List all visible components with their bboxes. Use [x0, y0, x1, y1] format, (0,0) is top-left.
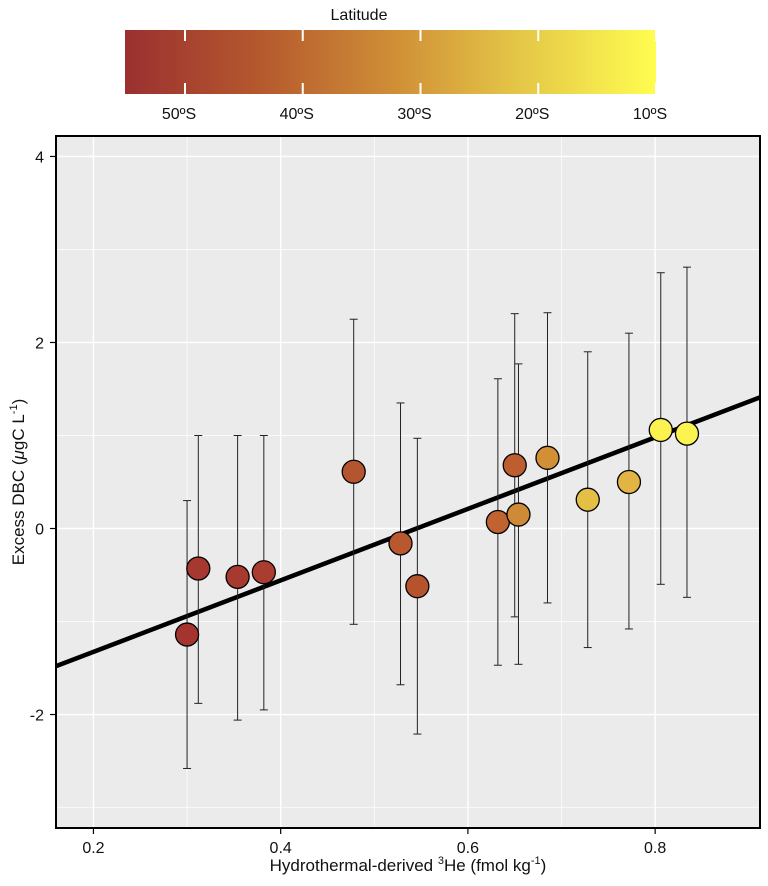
data-point	[502, 453, 527, 478]
data-point	[186, 556, 211, 581]
colorbar-label: 30ºS	[397, 106, 431, 123]
colorbar-title: Latitude	[331, 7, 388, 24]
data-point	[648, 417, 673, 443]
y-tick-label: -2	[30, 708, 44, 725]
data-point	[388, 531, 413, 556]
x-axis-label-rest: He (fmol kg	[444, 856, 531, 875]
colorbar-gradient	[125, 30, 656, 94]
data-point	[535, 445, 560, 470]
colorbar-label: 50ºS	[162, 106, 196, 123]
colorbar-label: 40ºS	[280, 106, 314, 123]
colorbar-label: 20ºS	[515, 106, 549, 123]
x-tick-label: 0.2	[82, 840, 104, 857]
data-point	[616, 469, 642, 495]
x-tick-label: 0.8	[644, 840, 666, 857]
plot-background	[56, 136, 760, 828]
data-point	[485, 509, 511, 535]
x-tick-label: 0.6	[457, 840, 479, 857]
x-axis-label-main: Hydrothermal-derived	[270, 856, 438, 875]
data-point	[674, 421, 700, 446]
x-axis-label-sup2: -1	[531, 855, 541, 867]
y-tick-label: 2	[35, 335, 44, 352]
colorbar-label: 10ºS	[633, 106, 667, 123]
grid	[56, 136, 760, 828]
colorbar: Latitude 50ºS 40ºS 30ºS 20ºS 10ºS	[125, 7, 667, 123]
data-point	[251, 560, 276, 585]
y-axis-label-main: Excess DBC (	[9, 459, 28, 565]
y-axis-label-mu: μ	[9, 449, 28, 460]
data-point	[506, 502, 531, 527]
data-point	[225, 564, 250, 590]
y-tick-label: 4	[35, 149, 44, 166]
regression-line	[56, 395, 760, 669]
y-tick-label: 0	[35, 522, 44, 539]
x-axis-label-sup: 3	[438, 855, 444, 867]
y-axis-label-end: )	[9, 399, 28, 405]
y-axis-label: Excess DBC (μgC L-1)	[8, 399, 28, 566]
data-series	[56, 266, 760, 769]
data-point	[575, 487, 600, 512]
data-point	[341, 459, 366, 484]
x-axis: 0.2 0.4 0.6 0.8	[82, 828, 666, 857]
y-axis-label-sup: -1	[8, 404, 20, 414]
x-axis-label: Hydrothermal-derived 3He (fmol kg-1)	[270, 855, 547, 875]
colorbar-labels: 50ºS 40ºS 30ºS 20ºS 10ºS	[162, 106, 667, 123]
x-tick-label: 0.4	[270, 840, 292, 857]
y-axis: -2 0 2 4	[30, 149, 56, 725]
data-point	[405, 574, 430, 599]
x-axis-label-end: )	[541, 856, 547, 875]
y-axis-label-rest: gC L	[9, 414, 28, 450]
colorbar-ticks	[184, 30, 657, 94]
data-point	[174, 622, 200, 647]
plot-border	[55, 135, 761, 829]
